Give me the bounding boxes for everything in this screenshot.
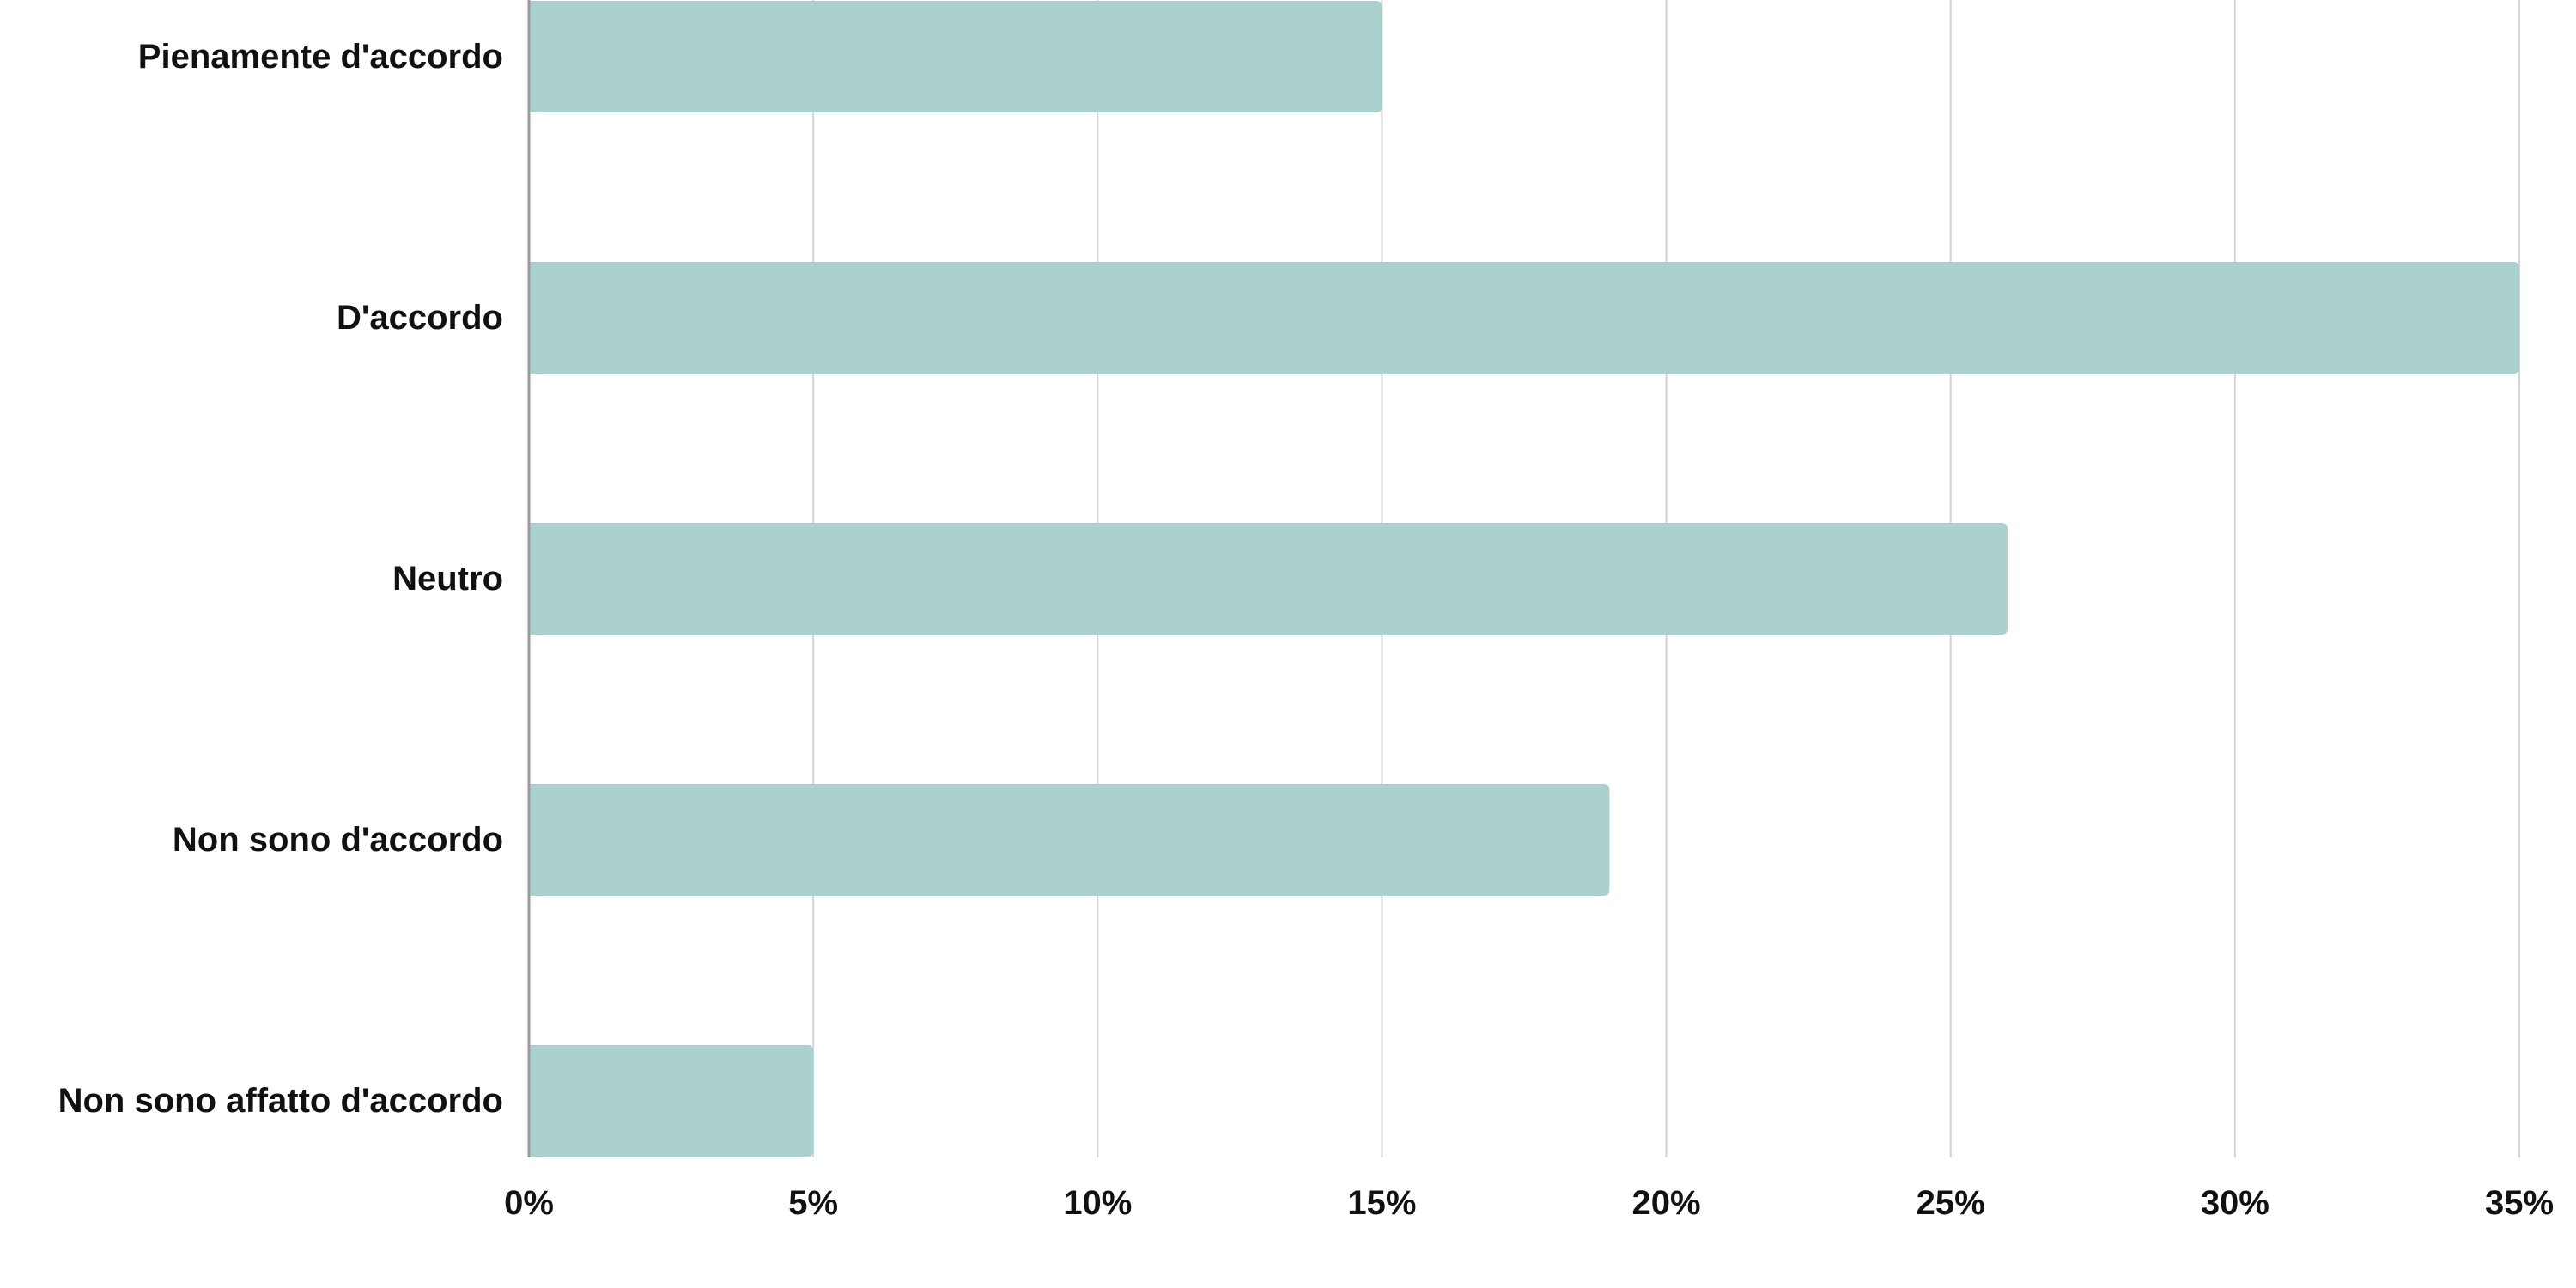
bar <box>529 262 2519 374</box>
x-tick-label: 30% <box>2201 1184 2269 1222</box>
x-tick-label: 35% <box>2485 1184 2554 1222</box>
bar <box>529 1 1382 112</box>
bar <box>529 784 1610 896</box>
category-label: Neutro <box>392 560 503 598</box>
category-label: D'accordo <box>337 299 503 337</box>
x-tick-label: 0% <box>504 1184 554 1222</box>
bar-left-edge <box>529 262 538 374</box>
category-label: Pienamente d'accordo <box>138 38 503 76</box>
x-tick-label: 20% <box>1632 1184 1701 1222</box>
x-tick-label: 15% <box>1347 1184 1416 1222</box>
category-label: Non sono affatto d'accordo <box>58 1082 503 1120</box>
bar-left-edge <box>529 1 538 112</box>
x-tick-label: 5% <box>788 1184 838 1222</box>
bars <box>529 1 2519 1157</box>
bar-left-edge <box>529 523 538 635</box>
category-labels: Pienamente d'accordo D'accordo Neutro Non s… <box>58 38 503 1120</box>
bar-left-edge <box>529 1045 538 1157</box>
x-tick-label: 25% <box>1917 1184 1985 1222</box>
x-tick-label: 10% <box>1063 1184 1132 1222</box>
bar <box>529 1045 814 1157</box>
tick-labels: 0% 5% 10% 15% 20% 25% 30% 35% <box>504 1184 2554 1222</box>
bar <box>529 523 2008 635</box>
bar-left-edge <box>529 784 538 896</box>
category-label: Non sono d'accordo <box>173 821 503 859</box>
